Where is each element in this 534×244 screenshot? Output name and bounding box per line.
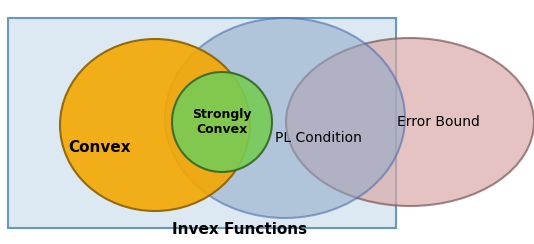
Text: PL Condition: PL Condition bbox=[274, 131, 362, 145]
Text: Strongly
Convex: Strongly Convex bbox=[192, 108, 252, 136]
Ellipse shape bbox=[60, 39, 250, 211]
Text: Invex Functions: Invex Functions bbox=[172, 223, 308, 237]
Ellipse shape bbox=[172, 72, 272, 172]
FancyBboxPatch shape bbox=[8, 18, 396, 228]
Ellipse shape bbox=[165, 18, 405, 218]
Text: Convex: Convex bbox=[69, 141, 131, 155]
Ellipse shape bbox=[286, 38, 534, 206]
Text: Error Bound: Error Bound bbox=[397, 115, 480, 129]
